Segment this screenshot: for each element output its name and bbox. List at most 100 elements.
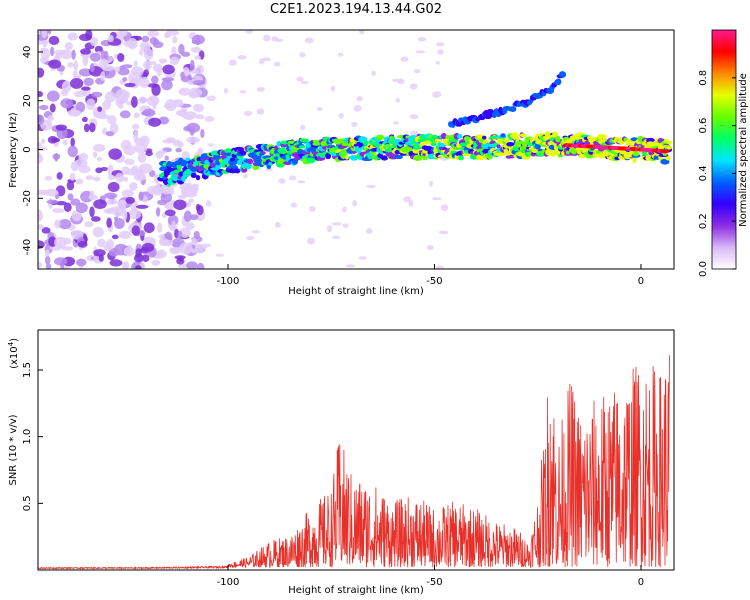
signal-blob: [456, 133, 463, 139]
signal-blob: [665, 156, 671, 161]
noise-blob: [332, 235, 341, 240]
signal-blob: [293, 156, 302, 161]
noise-blob: [49, 103, 56, 113]
signal-blob: [394, 155, 403, 160]
signal-blob: [312, 142, 321, 146]
noise-blob: [41, 39, 49, 45]
noise-blob: [124, 158, 135, 165]
noise-blob: [63, 202, 72, 212]
noise-blob: [108, 148, 122, 160]
noise-blob: [409, 114, 419, 120]
noise-blob: [95, 167, 103, 174]
noise-blob: [60, 98, 74, 109]
noise-blob: [88, 122, 96, 133]
noise-blob: [245, 30, 253, 35]
signal-blob: [195, 174, 201, 181]
noise-blob: [169, 247, 181, 255]
noise-blob: [260, 57, 271, 62]
noise-blob: [78, 165, 91, 174]
noise-blob: [392, 121, 399, 125]
noise-blob: [60, 89, 69, 97]
noise-blob: [352, 199, 358, 207]
noise-blob: [121, 189, 134, 198]
signal-blob: [300, 138, 310, 143]
noise-blob: [106, 217, 112, 228]
noise-blob: [38, 240, 45, 249]
signal-blob: [166, 160, 172, 168]
noise-blob: [124, 82, 136, 88]
noise-blob: [186, 261, 198, 269]
noise-blob: [122, 209, 128, 221]
noise-blob: [410, 130, 419, 136]
branch-blob: [555, 78, 562, 86]
signal-blob: [555, 135, 561, 143]
signal-blob: [246, 158, 254, 165]
signal-blob: [245, 162, 252, 170]
noise-blob: [204, 115, 215, 123]
noise-blob: [127, 38, 138, 50]
noise-blob: [97, 106, 103, 112]
noise-blob: [125, 196, 136, 204]
noise-blob: [326, 225, 333, 233]
noise-blob: [139, 41, 151, 52]
noise-blob: [89, 190, 95, 200]
heatmap-xtick-label: -50: [426, 276, 442, 287]
noise-blob: [278, 178, 286, 184]
signal-blob: [500, 133, 506, 138]
noise-blob: [158, 234, 166, 239]
noise-blob: [44, 249, 50, 257]
noise-blob: [173, 199, 187, 211]
noise-blob: [274, 221, 281, 228]
noise-blob: [207, 143, 214, 147]
noise-blob: [71, 209, 82, 222]
noise-blob: [169, 56, 180, 66]
noise-blob: [137, 152, 147, 164]
noise-blob: [417, 36, 427, 42]
noise-blob: [246, 235, 255, 241]
noise-blob: [133, 60, 138, 67]
noise-blob: [71, 49, 76, 60]
noise-blob: [145, 151, 153, 157]
noise-blob: [92, 151, 98, 159]
signal-blob: [424, 140, 432, 145]
noise-blob: [189, 126, 195, 136]
signal-blob: [646, 137, 655, 143]
noise-blob: [44, 175, 53, 181]
noise-blob: [330, 85, 336, 92]
noise-blob: [304, 37, 314, 44]
signal-blob: [224, 148, 233, 154]
snr-xtick-label: 0: [638, 577, 644, 588]
noise-blob: [158, 238, 169, 246]
signal-blob: [413, 143, 420, 151]
noise-blob: [147, 83, 159, 88]
snr-scale-suffix: ): [9, 338, 20, 342]
noise-blob: [163, 32, 171, 39]
noise-blob: [78, 68, 93, 77]
noise-blob: [73, 60, 79, 72]
noise-blob: [243, 173, 248, 179]
noise-blob: [54, 257, 68, 266]
noise-blob: [46, 199, 59, 204]
noise-blob: [138, 191, 144, 201]
noise-blob: [107, 181, 120, 193]
signal-blob: [268, 161, 273, 166]
noise-blob: [91, 216, 101, 222]
signal-blob: [552, 131, 558, 138]
noise-blob: [151, 259, 161, 266]
noise-blob: [38, 146, 48, 152]
noise-blob: [122, 77, 128, 82]
noise-blob: [83, 123, 90, 133]
noise-blob: [54, 153, 59, 162]
chart-title: C2E1.2023.194.13.44.G02: [269, 2, 443, 17]
snr-axes: -100 -50 0 0.5 1.0 1.5: [22, 362, 644, 588]
noise-blob: [58, 218, 72, 230]
signal-blob: [534, 142, 541, 150]
signal-blob: [281, 145, 286, 152]
noise-blob: [123, 246, 135, 257]
noise-blob: [157, 222, 163, 234]
noise-blob: [193, 103, 204, 112]
noise-blob: [113, 31, 128, 38]
signal-blob: [496, 144, 501, 149]
noise-blob: [55, 124, 68, 131]
noise-blob: [48, 35, 60, 45]
